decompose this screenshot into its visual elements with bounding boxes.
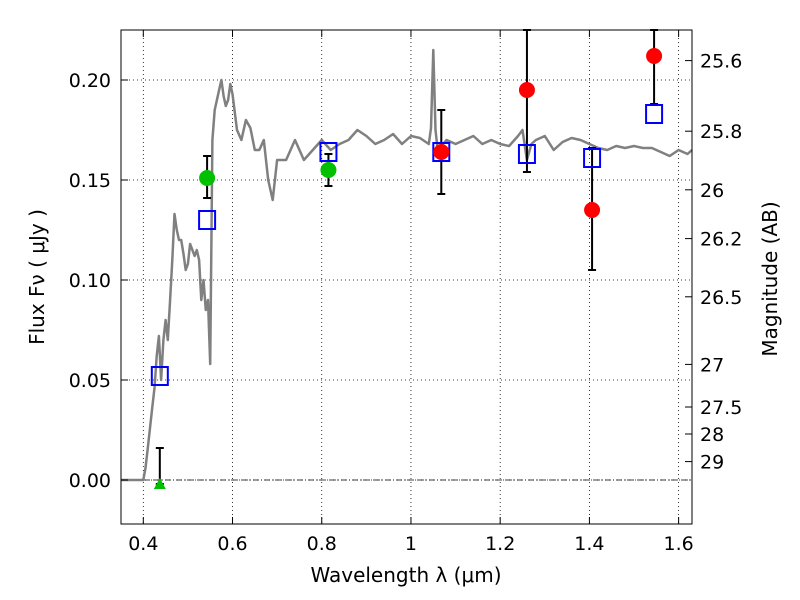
x-axis-label: Wavelength λ (μm): [310, 563, 501, 587]
mag-tick-label: 29: [700, 452, 724, 474]
observed-point: [199, 170, 216, 186]
observed-point: [320, 162, 337, 178]
mag-tick-label: 26.5: [700, 287, 742, 309]
y-tick-label: 0.15: [69, 170, 111, 192]
mag-tick-label: 27: [700, 354, 724, 376]
x-tick-label: 0.4: [128, 533, 158, 555]
observed-point: [646, 48, 663, 64]
model-point: [645, 104, 664, 124]
mag-tick-label: 26: [700, 180, 724, 202]
observed-point: [584, 202, 601, 218]
x-tick-label: 1.2: [485, 533, 515, 555]
tick-labels: 0.4 0.6 0.8 1 1.2 1.4 1.6 0.00 0.05 0.10 0.15 0.20 2…: [69, 51, 743, 555]
y-tick-label: 0.05: [69, 370, 111, 392]
y-tick-label: 0.10: [69, 270, 111, 292]
axis-ticks: [121, 30, 692, 524]
model-point: [198, 210, 217, 230]
y-tick-label: 0.20: [69, 70, 111, 92]
x-tick-label: 0.8: [307, 533, 337, 555]
right-axis-label: Magnitude (AB): [758, 201, 782, 356]
y-axis-label: Flux Fν ( μJy ): [25, 209, 49, 345]
x-tick-label: 1: [405, 533, 417, 555]
model-point: [517, 144, 536, 164]
plot-area: [121, 29, 693, 489]
model-point: [319, 142, 338, 162]
template-spectrum-line: [121, 48, 693, 482]
upper-limit-point: [153, 478, 166, 489]
x-tick-label: 1.4: [574, 533, 604, 555]
mag-tick-label: 25.6: [700, 51, 742, 73]
x-tick-label: 0.6: [217, 533, 247, 555]
mag-tick-label: 27.5: [700, 397, 742, 419]
mag-tick-label: 25.8: [700, 121, 742, 143]
y-tick-label: 0.00: [69, 470, 111, 492]
axes-frame: [120, 29, 693, 525]
mag-tick-label: 28: [700, 424, 724, 446]
mag-tick-label: 26.2: [700, 229, 742, 251]
model-point: [583, 148, 602, 168]
x-tick-label: 1.6: [664, 533, 694, 555]
observed-point: [518, 82, 535, 98]
observed-point: [433, 144, 450, 160]
model-point: [150, 366, 169, 386]
